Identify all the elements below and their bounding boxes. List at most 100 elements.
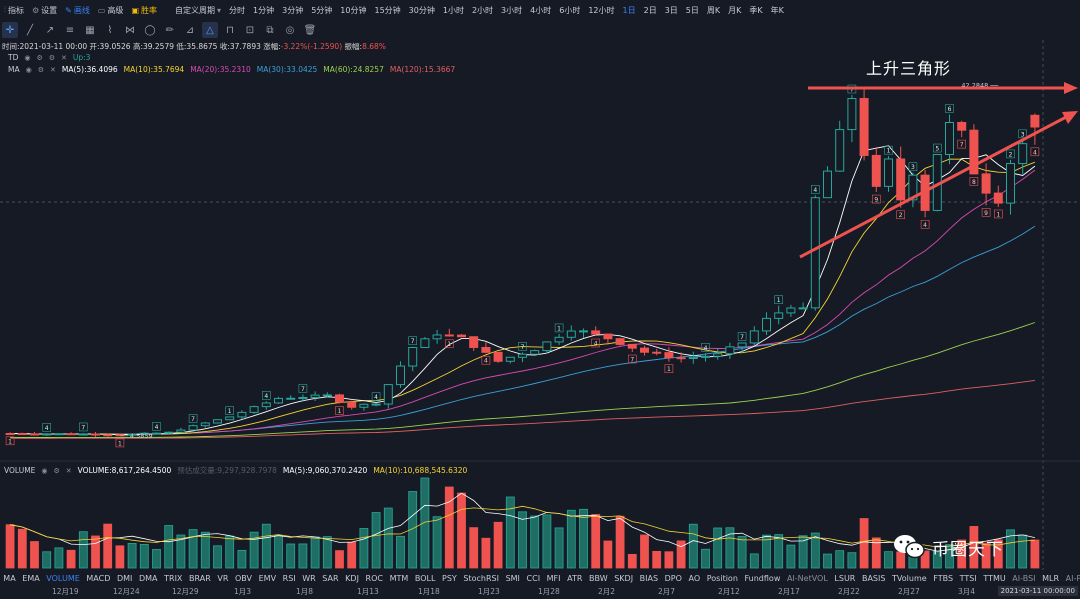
indicator-tab-tvolume[interactable]: TVolume [892, 573, 927, 583]
indicator-tab-position[interactable]: Position [706, 573, 738, 583]
period-14[interactable]: 2日 [643, 5, 657, 15]
period-10[interactable]: 4小时 [530, 5, 552, 15]
indicator-tab-brar[interactable]: BRAR [189, 573, 211, 583]
copy-tool[interactable]: ⧉ [262, 22, 278, 38]
candle-down [1030, 114, 1040, 128]
indicator-tab-emv[interactable]: EMV [258, 573, 277, 583]
indicator-tab-volume[interactable]: VOLUME [46, 573, 80, 583]
indicator-tab-stochrsi[interactable]: StochRSI [463, 573, 499, 583]
wave-tool[interactable]: ⌇ [102, 22, 118, 38]
indicator-tab-cci[interactable]: CCI [526, 573, 541, 583]
indicator-tab-trix[interactable]: TRIX [164, 573, 183, 583]
gear-icon[interactable]: ⚙ [53, 466, 60, 475]
indicator-tab-ftbs[interactable]: FTBS [933, 573, 954, 583]
period-4[interactable]: 10分钟 [340, 5, 367, 15]
period-9[interactable]: 3小时 [501, 5, 523, 15]
indicator-tab-dmi[interactable]: DMI [116, 573, 133, 583]
period-16[interactable]: 5日 [685, 5, 699, 15]
period-20[interactable]: 年K [770, 5, 784, 15]
delete-tool[interactable]: 🗑 [302, 22, 318, 38]
indicator-tab-psy[interactable]: PSY [442, 573, 457, 583]
date-tick: 12月19 [52, 587, 79, 596]
gear-icon[interactable]: ⚙ [37, 65, 44, 74]
indicator-tab-fundflow[interactable]: Fundflow [744, 573, 781, 583]
indicator-tab-bias[interactable]: BIAS [639, 573, 659, 583]
ray-tool[interactable]: ↗ [42, 22, 58, 38]
volume-bar-up [42, 551, 52, 569]
crosshair-tool[interactable]: ✛ [2, 22, 18, 38]
indicator-tab-lsur[interactable]: LSUR [834, 573, 856, 583]
period-2[interactable]: 3分钟 [282, 5, 304, 15]
indicator-tab-obv[interactable]: OBV [235, 573, 253, 583]
period-1[interactable]: 1分钟 [253, 5, 275, 15]
grid-tool[interactable]: ▦ [82, 22, 98, 38]
indicator-tab-ao[interactable]: AO [688, 573, 701, 583]
indicator-tab-macd[interactable]: MACD [86, 573, 111, 583]
indicator-tab-kdj[interactable]: KDJ [345, 573, 359, 583]
indicator-tab-roc[interactable]: ROC [365, 573, 383, 583]
indicator-button[interactable]: ⫶ 指标 [4, 5, 24, 15]
indicator-tab-basis[interactable]: BASIS [861, 573, 886, 583]
indicator-tab-vr[interactable]: VR [217, 573, 229, 583]
winrate-button[interactable]: ▣ 胜率 [131, 5, 157, 15]
magnet-tool[interactable]: ⊓ [222, 22, 238, 38]
indicator-tab-skdj[interactable]: SKDJ [614, 573, 634, 583]
volume-bar-down [969, 526, 979, 569]
indicator-tab-wr[interactable]: WR [302, 573, 316, 583]
indicator-tab-mlr[interactable]: MLR [1042, 573, 1060, 583]
period-3[interactable]: 5分钟 [311, 5, 333, 15]
indicator-tab-bbw[interactable]: BBW [589, 573, 608, 583]
indicator-tab-ma[interactable]: MA [3, 573, 16, 583]
period-7[interactable]: 1小时 [442, 5, 464, 15]
indicator-tab-smi[interactable]: SMI [505, 573, 520, 583]
close-icon[interactable]: ✕ [65, 466, 72, 475]
lock-tool[interactable]: ⊡ [242, 22, 258, 38]
eye-icon[interactable]: ◉ [41, 466, 48, 475]
indicator-tab-ttmu[interactable]: TTMU [983, 573, 1006, 583]
multi-line-tool[interactable]: ≡ [62, 22, 78, 38]
close-icon[interactable]: ✕ [50, 65, 56, 74]
indicator-tab-mfi[interactable]: MFI [546, 573, 561, 583]
close-icon[interactable]: ✕ [61, 53, 67, 62]
custom-period-dropdown[interactable]: 自定义周期 ▾ [175, 5, 222, 15]
indicator-tab-dpo[interactable]: DPO [664, 573, 682, 583]
settings-icon[interactable]: ⚙ [48, 53, 56, 62]
indicator-tab-boll[interactable]: BOLL [414, 573, 436, 583]
period-11[interactable]: 6小时 [559, 5, 581, 15]
period-15[interactable]: 3日 [664, 5, 678, 15]
indicator-tab-ttsi[interactable]: TTSI [959, 573, 977, 583]
indicator-tab-atr[interactable]: ATR [567, 573, 583, 583]
period-13[interactable]: 1日 [622, 5, 636, 15]
draw-line-button[interactable]: ✎ 画线 [65, 5, 90, 15]
indicator-tab-dma[interactable]: DMA [138, 573, 158, 583]
indicator-tab-sar[interactable]: SAR [322, 573, 339, 583]
eye-icon[interactable]: ◉ [24, 53, 31, 62]
indicator-tab-ai-pd[interactable]: AI-PD [1065, 573, 1080, 583]
brush-tool[interactable]: ✏ [162, 22, 178, 38]
ruler-tool[interactable]: ⊿ [182, 22, 198, 38]
hide-tool[interactable]: ◎ [282, 22, 298, 38]
candlestick-chart[interactable]: 1 4 7 1 4 7 1 4 7 1 4 7 1 4 7 1 4 7 1 4 7 1 4 7 9 1 2 3 4 5 6 7 8 9 1 2 3 4 42… [0, 0, 1080, 570]
indicator-tab-ai-bsi[interactable]: AI-BSI [1012, 573, 1036, 583]
volume-bar-down [993, 539, 1003, 569]
settings-button[interactable]: ⚙ 设置 [32, 5, 58, 15]
shape-tool[interactable]: ◯ [142, 22, 158, 38]
indicator-tab-ema[interactable]: EMA [22, 573, 40, 583]
period-0[interactable]: 分时 [229, 5, 246, 15]
gear-icon[interactable]: ⚙ [36, 53, 43, 62]
indicator-tab-mtm[interactable]: MTM [389, 573, 409, 583]
indicator-tab-rsi[interactable]: RSI [282, 573, 296, 583]
period-5[interactable]: 15分钟 [374, 5, 401, 15]
line-tool[interactable]: ╱ [22, 22, 38, 38]
period-17[interactable]: 周K [706, 5, 721, 15]
period-6[interactable]: 30分钟 [408, 5, 435, 15]
period-19[interactable]: 季K [749, 5, 763, 15]
eye-icon[interactable]: ◉ [25, 65, 32, 74]
indicator-tab-ai-netvol[interactable]: AI-NetVOL [786, 573, 828, 583]
pattern-tool[interactable]: ⋈ [122, 22, 138, 38]
period-8[interactable]: 2小时 [471, 5, 494, 15]
period-12[interactable]: 12小时 [588, 5, 615, 15]
triangle-tool[interactable]: △ [202, 22, 218, 38]
period-18[interactable]: 月K [728, 5, 742, 15]
advanced-button[interactable]: ▭ 高级 [97, 5, 124, 15]
